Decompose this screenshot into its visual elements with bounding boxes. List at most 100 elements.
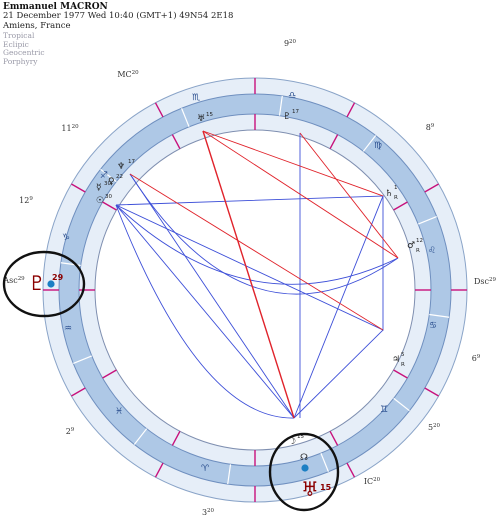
- planet-moon-icon: ☽: [288, 437, 296, 447]
- cusp-mc-label: MC20: [117, 70, 139, 79]
- sign-aries-icon: ♈: [201, 464, 210, 474]
- sign-divider: [100, 168, 117, 183]
- sign-virgo-icon: ♍: [374, 141, 382, 151]
- sign-aquarius-icon: ♒: [64, 324, 72, 334]
- person-name: Emmanuel MACRON: [3, 2, 108, 12]
- planet-neptune-icon: ♆: [117, 162, 125, 172]
- planet-jupiter-icon: ♃: [392, 355, 400, 365]
- cusp-tick: [71, 183, 86, 193]
- sign-libra-icon: ♎: [288, 91, 296, 101]
- planet-pluto-icon: ♇: [283, 112, 291, 122]
- planet-mars-icon: ♂: [407, 241, 415, 251]
- sign-gemini-icon: ♊: [380, 405, 388, 415]
- sun-degree: 30: [105, 194, 112, 200]
- birth-datetime: 21 December 1977 Wed 10:40 (GMT+1) 49N54…: [3, 11, 234, 22]
- aspect-blue-arc-2: [129, 173, 399, 295]
- sign-pisces-icon: ♓: [115, 407, 123, 417]
- pluto-position-dot: [47, 280, 55, 288]
- aspect-red-line-1: [202, 130, 295, 419]
- planet-venus-icon: ♀: [108, 177, 115, 187]
- pluto-marker-icon: ♇: [28, 271, 46, 295]
- cusp-dsc-label: Dsc29: [474, 277, 496, 286]
- cusp-tick: [346, 462, 356, 478]
- house-cusp-ticks: [43, 78, 467, 502]
- saturn-degree: 1: [394, 185, 398, 191]
- aspect-red-line-2: [202, 130, 399, 259]
- cusp-tick: [424, 387, 439, 397]
- cusp-tick: [154, 462, 164, 478]
- cusp-tick: [424, 183, 439, 193]
- cusp-tick: [329, 134, 339, 150]
- sign-capricorn-icon: ♑: [62, 233, 70, 243]
- planet-uranus-icon: ♅: [197, 114, 205, 124]
- moon-degree: 15: [297, 434, 304, 440]
- cusp-12-label: 129: [19, 196, 33, 205]
- mercury-degree: 30: [104, 181, 111, 187]
- cusp-9-label: 920: [284, 39, 297, 48]
- aspect-blue-arc-3: [115, 204, 295, 419]
- cusp-tick: [393, 201, 408, 211]
- jupiter-retro: R: [401, 362, 405, 368]
- cusp-tick: [102, 369, 117, 379]
- sign-divider: [320, 452, 329, 472]
- aspect-blue-line-3: [115, 204, 295, 419]
- sign-leo-icon: ♌: [428, 246, 436, 256]
- sign-divider: [362, 135, 377, 152]
- cusp-2-label: 29: [66, 427, 75, 436]
- sign-divider: [278, 95, 283, 116]
- pluto-degree: 17: [292, 109, 299, 115]
- system-porphyry: Porphyry: [3, 56, 38, 66]
- uranus-position-dot: [301, 464, 309, 472]
- venus-degree: 22: [116, 174, 123, 180]
- sign-scorpio-icon: ♏: [192, 93, 200, 103]
- uranus-highlight-ellipse: [268, 432, 340, 512]
- node-icon: ☊: [300, 453, 308, 463]
- aspect-red-line-4: [202, 130, 384, 197]
- uranus-marker-degree: 15: [320, 483, 332, 492]
- saturn-retro: R: [394, 195, 398, 201]
- sign-divider: [227, 464, 232, 485]
- mars-retro: R: [416, 248, 420, 254]
- planet-saturn-icon: ♄: [385, 189, 393, 199]
- aspect-circle: [94, 129, 416, 451]
- pluto-highlight-ellipse: [2, 250, 86, 318]
- sign-sagittarius-icon: ♐: [100, 171, 108, 181]
- aspect-blue-line-1: [115, 195, 384, 331]
- cusp-5-label: 520: [428, 423, 441, 432]
- cusp-tick: [346, 102, 356, 118]
- cusp-3-label: 320: [202, 508, 215, 517]
- aspect-blue-line-5: [293, 195, 384, 419]
- aspect-blue-line-4: [293, 329, 384, 419]
- cusp-tick: [154, 102, 164, 118]
- planet-sun-icon: ☉: [96, 196, 104, 206]
- cusp-tick: [393, 369, 408, 379]
- sign-divider: [417, 216, 437, 225]
- uranus-degree: 15: [206, 112, 213, 118]
- cusp-8-label: 89: [426, 123, 435, 132]
- system-tropical: Tropical: [3, 30, 35, 40]
- sign-divider: [429, 313, 450, 318]
- cusp-ic-label: IC20: [364, 477, 381, 486]
- aspect-blue-arc-1: [115, 204, 399, 285]
- cusp-tick: [171, 430, 181, 446]
- aspect-red-line-3: [129, 173, 384, 331]
- mars-degree: 12: [416, 238, 423, 244]
- cusp-tick: [171, 134, 181, 150]
- cusp-tick: [329, 430, 339, 446]
- aspect-lines-red: [129, 130, 399, 419]
- sign-divider: [73, 355, 93, 364]
- system-geocentric: Geocentric: [3, 48, 45, 58]
- aspect-blue-line-2: [129, 173, 295, 419]
- pluto-marker-degree: 29: [52, 273, 64, 282]
- cusp-asc-label: Asc29: [2, 276, 25, 285]
- jupiter-degree: 5: [401, 352, 405, 358]
- sign-cancer-icon: ♋: [429, 321, 437, 331]
- cusp-6-label: 69: [472, 354, 481, 363]
- chart-header: Emmanuel MACRON 21 December 1977 Wed 10:…: [3, 2, 303, 66]
- cusp-11-label: 1120: [61, 124, 79, 133]
- cusp-tick: [71, 387, 86, 397]
- cusp-tick: [102, 201, 117, 211]
- sign-divider: [133, 428, 148, 445]
- sign-divider: [393, 397, 410, 412]
